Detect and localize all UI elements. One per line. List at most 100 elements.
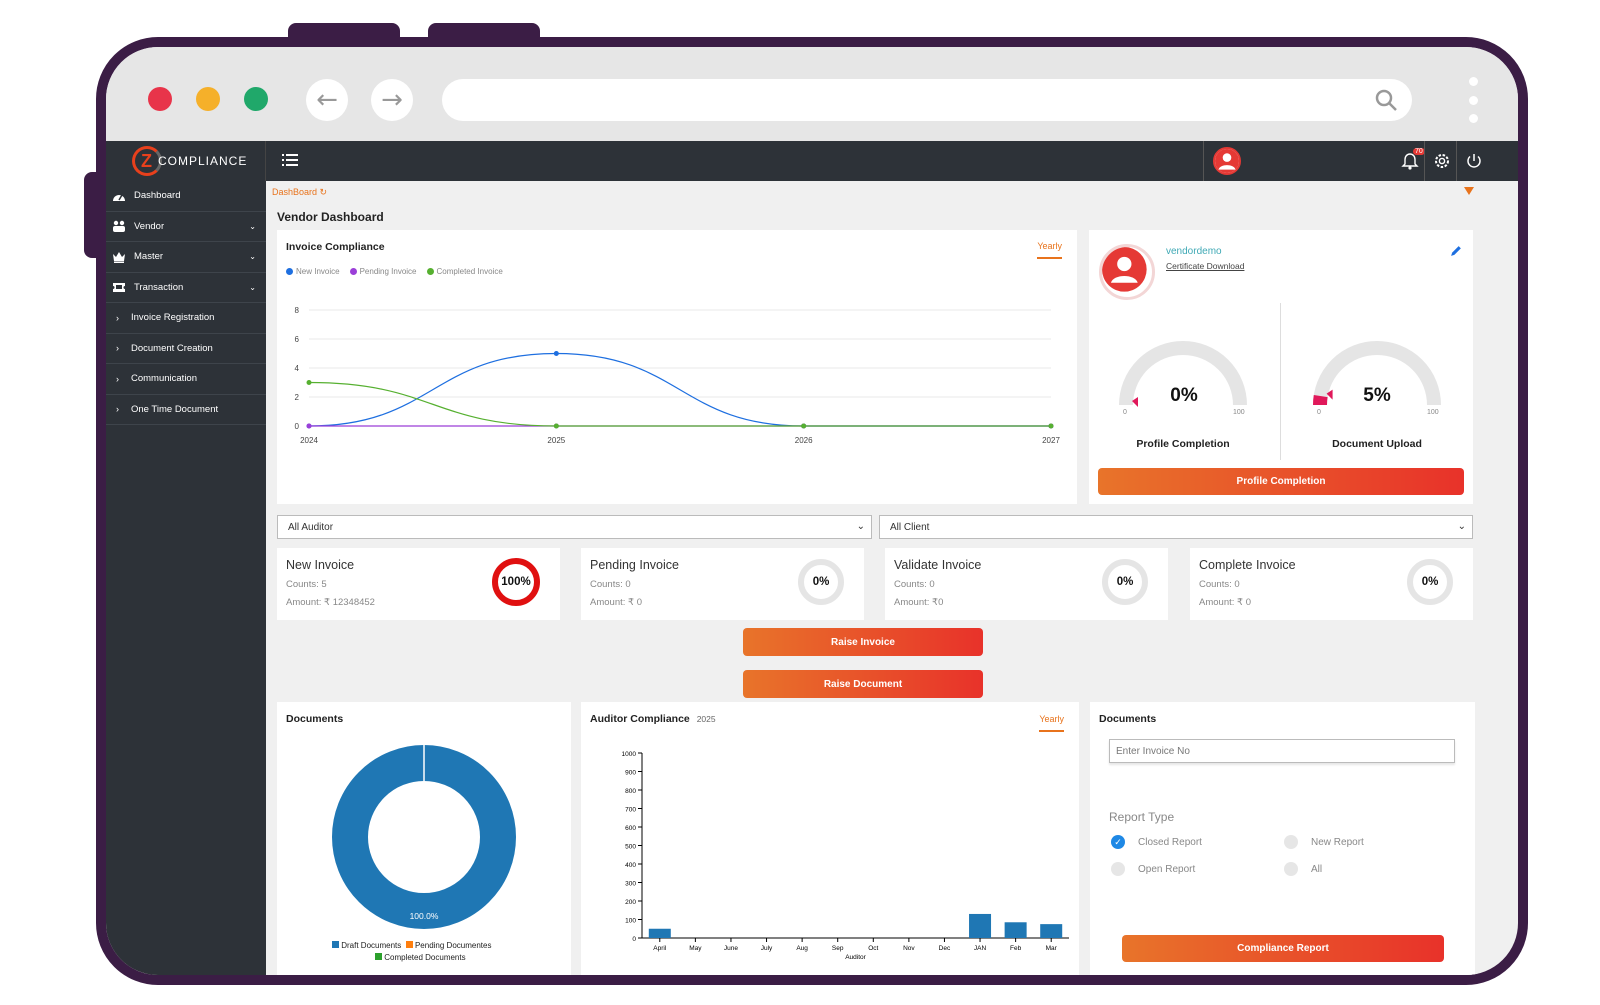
page-title: Vendor Dashboard xyxy=(277,210,384,224)
radio-circle xyxy=(1111,862,1125,876)
sidebar-item-master[interactable]: Master ⌄ xyxy=(106,242,266,273)
raise-invoice-button[interactable]: Raise Invoice xyxy=(743,628,983,656)
radio-closed-report[interactable]: ✓ Closed Report xyxy=(1111,835,1202,849)
brand-name: COMPLIANCE xyxy=(158,154,248,168)
browser-menu-icon[interactable] xyxy=(1468,77,1478,123)
sidebar-item-document-creation[interactable]: › Document Creation xyxy=(106,334,266,364)
ticket-icon xyxy=(113,283,125,293)
sidebar-item-label: Dashboard xyxy=(134,190,181,202)
x-tick-label: 2024 xyxy=(300,436,318,445)
profile-completion-button[interactable]: Profile Completion xyxy=(1098,468,1464,495)
sidebar-item-label: Master xyxy=(134,251,164,263)
minimize-window-dot[interactable] xyxy=(196,87,220,111)
donut-percent-label: 100.0% xyxy=(410,911,439,921)
y-tick-label: 700 xyxy=(625,807,636,814)
chevron-down-icon: ⌄ xyxy=(249,282,256,292)
gauge-value: 5% xyxy=(1363,385,1391,406)
legend-label: Pending Invoice xyxy=(359,267,417,276)
chevron-right-icon: › xyxy=(116,373,119,384)
nav-divider xyxy=(1203,141,1204,181)
x-tick-label: May xyxy=(689,945,702,952)
legend-item[interactable]: New Invoice xyxy=(286,267,340,276)
chevron-down-icon: ⌄ xyxy=(249,252,256,262)
legend-label: Completed Documents xyxy=(384,953,466,962)
menu-toggle-icon[interactable] xyxy=(282,153,298,167)
radio-new-report[interactable]: New Report xyxy=(1284,835,1364,849)
stat-counts: Counts: 0 xyxy=(1199,579,1240,590)
sidebar-item-transaction[interactable]: Transaction ⌄ xyxy=(106,273,266,303)
x-tick-label: Sep xyxy=(832,945,844,952)
x-tick-label: April xyxy=(653,945,667,952)
radio-open-report[interactable]: Open Report xyxy=(1111,862,1195,876)
edit-pencil-icon[interactable] xyxy=(1450,244,1463,257)
raise-document-button[interactable]: Raise Document xyxy=(743,670,983,698)
stat-card-new-invoice[interactable]: New Invoice Counts: 5 Amount: ₹ 12348452… xyxy=(277,548,560,620)
sidebar-item-dashboard[interactable]: Dashboard xyxy=(106,181,266,212)
stat-title: Validate Invoice xyxy=(894,558,982,572)
stat-card-complete-invoice[interactable]: Complete Invoice Counts: 0 Amount: ₹ 0 0… xyxy=(1190,548,1473,620)
frame-tab-left xyxy=(288,23,400,41)
gear-icon[interactable] xyxy=(1432,151,1452,171)
legend-item[interactable]: Draft Documents xyxy=(332,941,401,950)
x-tick-label: Nov xyxy=(903,945,915,952)
filter-flag-icon[interactable] xyxy=(1464,187,1474,195)
breadcrumb[interactable]: DashBoard ↻ xyxy=(272,187,327,198)
gauge-needle xyxy=(1132,397,1138,407)
sidebar-item-one-time-document[interactable]: › One Time Document xyxy=(106,395,266,425)
select-value: All Auditor xyxy=(288,522,334,533)
radio-label: All xyxy=(1311,863,1323,875)
x-tick-label: Oct xyxy=(868,945,878,952)
invoice-compliance-card: Invoice Compliance Yearly New Invoice Pe… xyxy=(277,230,1077,504)
y-tick-label: 800 xyxy=(625,788,636,795)
forward-arrow-icon[interactable]: → xyxy=(371,79,413,121)
sidebar-item-communication[interactable]: › Communication xyxy=(106,364,266,395)
address-bar[interactable] xyxy=(442,79,1412,121)
legend-label: Completed Invoice xyxy=(436,267,503,276)
power-icon[interactable] xyxy=(1464,151,1484,171)
brand-logo[interactable]: Z COMPLIANCE xyxy=(106,141,266,181)
profile-avatar[interactable] xyxy=(1099,244,1155,300)
y-tick-label: 0 xyxy=(632,936,636,943)
auditor-compliance-card: Auditor Compliance 2025 Yearly 0 100 200 30… xyxy=(581,702,1079,975)
radio-label: Closed Report xyxy=(1138,836,1202,848)
stat-card-pending-invoice[interactable]: Pending Invoice Counts: 0 Amount: ₹ 0 0% xyxy=(581,548,864,620)
refresh-icon[interactable]: ↻ xyxy=(319,187,328,197)
sidebar-item-invoice-registration[interactable]: › Invoice Registration xyxy=(106,303,266,334)
invoice-number-input[interactable]: Enter Invoice No xyxy=(1109,739,1455,763)
maximize-window-dot[interactable] xyxy=(244,87,268,111)
close-window-dot[interactable] xyxy=(148,87,172,111)
sidebar-item-label: One Time Document xyxy=(131,403,219,415)
documents-donut-chart: 100.0% xyxy=(332,745,516,929)
legend-item[interactable]: Pending Documentes xyxy=(405,941,491,950)
z-logo-icon: Z xyxy=(132,146,162,176)
certificate-download-link[interactable]: Certificate Download xyxy=(1166,261,1245,271)
legend-item[interactable]: Pending Invoice xyxy=(349,267,417,276)
legend-item[interactable]: Completed Invoice xyxy=(426,267,503,276)
gauge-needle xyxy=(1326,389,1333,400)
auditor-select[interactable]: All Auditor ⌄ xyxy=(277,515,872,539)
client-select[interactable]: All Client ⌄ xyxy=(879,515,1473,539)
back-arrow-icon[interactable]: ← xyxy=(306,79,348,121)
y-tick-label: 1000 xyxy=(622,751,637,758)
user-avatar[interactable] xyxy=(1213,147,1241,175)
gauge-track xyxy=(1313,341,1441,406)
legend-label: Draft Documents xyxy=(341,941,402,950)
gauge-min: 0 xyxy=(1123,409,1127,416)
card-title: Auditor Compliance 2025 xyxy=(590,713,716,725)
compliance-report-button[interactable]: Compliance Report xyxy=(1122,935,1444,962)
profile-username: vendordemo xyxy=(1166,246,1222,257)
gauge-max: 100 xyxy=(1233,409,1245,416)
period-tab-yearly[interactable]: Yearly xyxy=(1039,714,1064,732)
app-window: Z COMPLIANCE 70 Dashboard Vendor xyxy=(106,141,1518,975)
stat-card-validate-invoice[interactable]: Validate Invoice Counts: 0 Amount: ₹0 0% xyxy=(885,548,1168,620)
period-tab-yearly[interactable]: Yearly xyxy=(1037,241,1062,259)
sidebar-item-vendor[interactable]: Vendor ⌄ xyxy=(106,212,266,242)
chevron-down-icon: ⌄ xyxy=(249,221,256,231)
radio-circle xyxy=(1284,835,1298,849)
bell-icon[interactable] xyxy=(1400,151,1420,171)
legend-item[interactable]: Completed Documents xyxy=(375,953,466,962)
search-icon[interactable] xyxy=(1374,88,1398,112)
radio-all[interactable]: All xyxy=(1284,862,1322,876)
legend-label: New Invoice xyxy=(296,267,340,276)
stat-amount: Amount: ₹ 12348452 xyxy=(286,597,375,608)
